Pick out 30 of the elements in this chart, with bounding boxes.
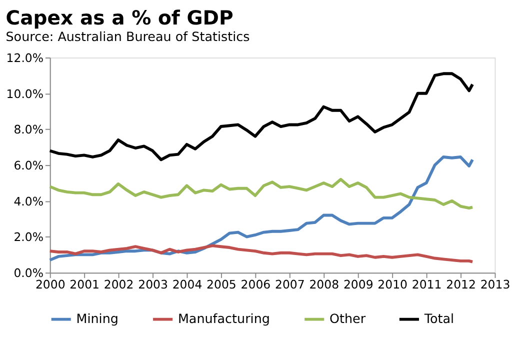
x-tick-label: 2011	[412, 278, 442, 292]
line-series	[48, 244, 474, 264]
legend-label: Total	[423, 311, 454, 326]
legend-label: Manufacturing	[178, 311, 270, 326]
x-tick-label: 2001	[70, 278, 100, 292]
x-tick-label: 2008	[309, 278, 340, 292]
y-tick-label: 4.0%	[14, 194, 44, 208]
x-tick-label: 2000	[35, 278, 66, 292]
y-tick-label: 12.0%	[6, 50, 44, 65]
legend-label: Other	[330, 311, 366, 326]
x-tick-label: 2009	[343, 278, 374, 292]
y-tick-label: 10.0%	[6, 86, 44, 101]
y-tick-label: 6.0%	[14, 158, 44, 172]
x-tick-label: 2007	[274, 278, 305, 292]
y-tick-label: 0.0%	[14, 266, 44, 280]
x-tick-label: 2005	[206, 278, 236, 292]
line-series	[48, 72, 474, 162]
x-tick-label: 2006	[240, 278, 271, 292]
x-tick-label: 2012	[446, 278, 476, 292]
x-tick-label: 2013	[480, 278, 510, 292]
x-tick-label: 2004	[172, 278, 202, 292]
x-tick-label: 2002	[104, 278, 134, 292]
line-series	[48, 178, 474, 210]
chart-title: Capex as a % of GDP	[6, 6, 234, 30]
y-tick-label: 2.0%	[14, 230, 44, 244]
legend-label: Mining	[76, 311, 118, 326]
chart-subtitle: Source: Australian Bureau of Statistics	[6, 28, 250, 44]
y-tick-label: 8.0%	[14, 122, 44, 137]
x-tick-label: 2010	[378, 278, 408, 292]
x-tick-label: 2003	[138, 278, 168, 292]
